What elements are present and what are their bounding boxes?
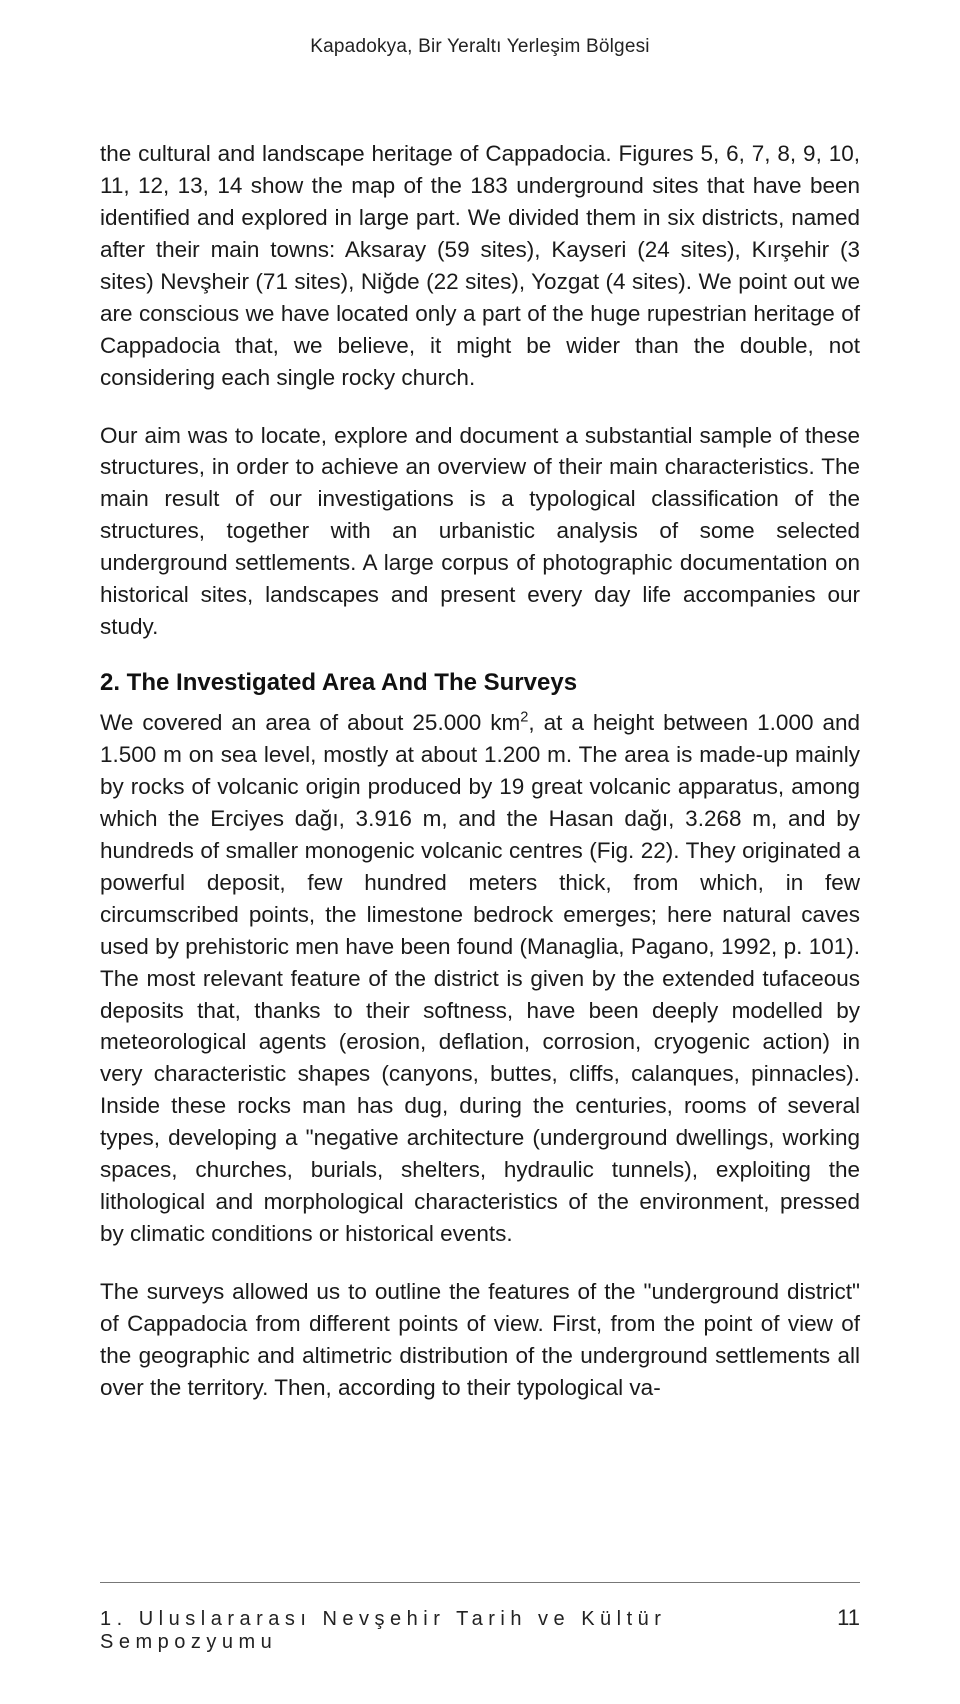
footer-text: 1. Uluslararası Nevşehir Tarih ve Kültür… [100,1608,819,1654]
page-number: 11 [837,1605,860,1631]
page: Kapadokya, Bir Yeraltı Yerleşim Bölgesi … [0,0,960,1704]
footer-rule [100,1582,860,1583]
paragraph-3-post: , at a height between 1.000 and 1.500 m … [100,710,860,1246]
page-footer: 1. Uluslararası Nevşehir Tarih ve Kültür… [100,1552,860,1654]
paragraph-3: We covered an area of about 25.000 km2, … [100,707,860,1250]
paragraph-4: The surveys allowed us to outline the fe… [100,1276,860,1404]
footer-line: 1. Uluslararası Nevşehir Tarih ve Kültür… [100,1605,860,1654]
paragraph-2: Our aim was to locate, explore and docum… [100,420,860,644]
paragraph-1: the cultural and landscape heritage of C… [100,138,860,394]
running-header: Kapadokya, Bir Yeraltı Yerleşim Bölgesi [100,36,860,58]
paragraph-3-pre: We covered an area of about 25.000 km [100,710,520,735]
section-heading: 2. The Investigated Area And The Surveys [100,669,860,697]
body-text: the cultural and landscape heritage of C… [100,138,860,1430]
